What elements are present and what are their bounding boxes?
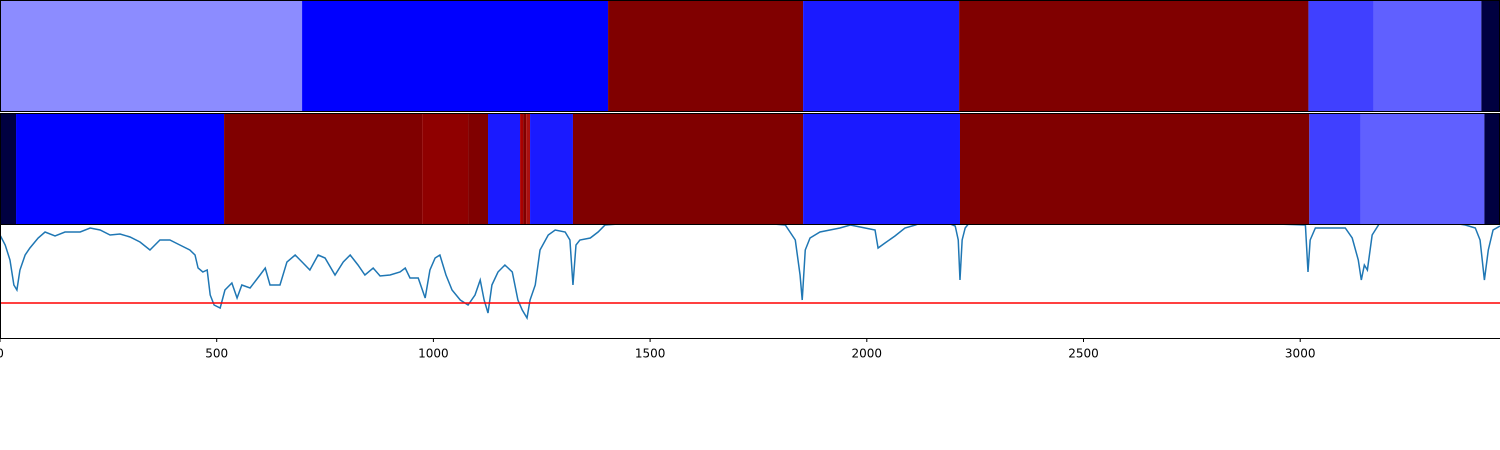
segment bbox=[530, 113, 573, 225]
segment bbox=[520, 113, 524, 225]
signal-line bbox=[0, 225, 1500, 321]
segment bbox=[526, 113, 531, 225]
segment bbox=[959, 0, 1309, 112]
segment bbox=[468, 113, 489, 225]
segment bbox=[1481, 0, 1500, 112]
x-tick-label: 2000 bbox=[852, 347, 883, 361]
segment bbox=[1360, 113, 1485, 225]
x-tick-label: 0 bbox=[0, 347, 4, 361]
segment bbox=[16, 113, 225, 225]
x-tick-label: 500 bbox=[205, 347, 228, 361]
segment bbox=[1373, 0, 1482, 112]
segment bbox=[1309, 113, 1361, 225]
x-tick-label: 1000 bbox=[418, 347, 449, 361]
segment bbox=[0, 0, 303, 112]
segment bbox=[1484, 113, 1500, 225]
segment bbox=[523, 113, 527, 225]
x-tick-label: 2500 bbox=[1068, 347, 1099, 361]
segment bbox=[224, 113, 423, 225]
segment bbox=[803, 0, 960, 112]
segment bbox=[572, 113, 804, 225]
segment bbox=[1308, 0, 1374, 112]
segment bbox=[422, 113, 469, 225]
segment bbox=[608, 0, 804, 112]
x-tick-label: 3000 bbox=[1285, 347, 1316, 361]
segment bbox=[803, 113, 960, 225]
x-tick-label: 1500 bbox=[635, 347, 666, 361]
segment bbox=[959, 113, 1310, 225]
segment bbox=[488, 113, 521, 225]
segment bbox=[0, 113, 17, 225]
segment bbox=[302, 0, 609, 112]
